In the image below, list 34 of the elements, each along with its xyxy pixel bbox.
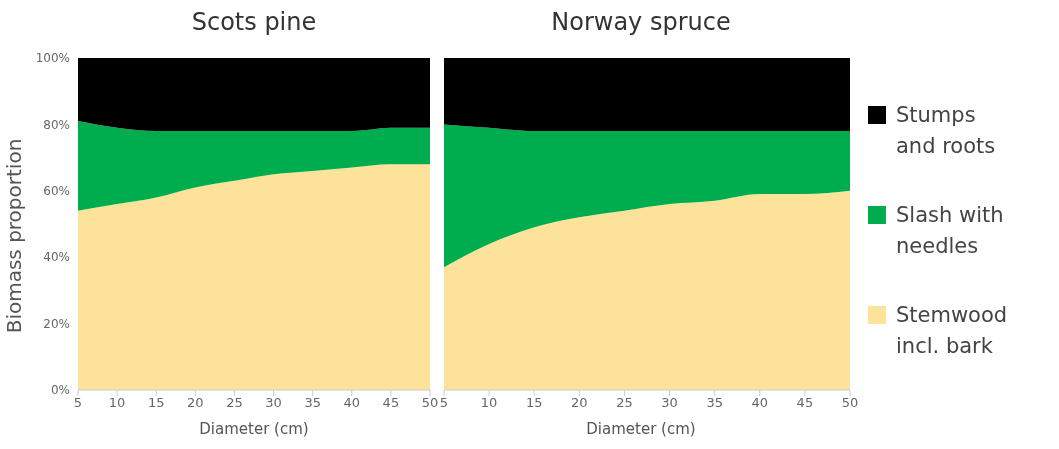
y-tick-label: 100%: [35, 51, 70, 66]
y-tick-label: 40%: [43, 250, 70, 265]
x-tick-label: 50: [421, 395, 439, 411]
legend-label: Stumps and roots: [896, 102, 997, 160]
x-tick-label: 45: [382, 395, 400, 411]
x-tick-label: 5: [73, 395, 83, 411]
y-tick-label: 80%: [43, 117, 70, 132]
x-tick-label: 20: [187, 395, 204, 411]
x-tick-label: 30: [265, 395, 282, 411]
chart-title: Norway spruce: [550, 8, 732, 36]
x-tick-label: 15: [147, 395, 165, 411]
x-tick-label: 40: [751, 395, 769, 411]
legend-label: Stemwood incl. bark: [896, 302, 1009, 360]
x-tick-label: 10: [480, 395, 498, 411]
x-tick-label: 10: [108, 395, 126, 411]
x-tick-label: 20: [571, 395, 588, 411]
x-tick-label: 40: [343, 395, 361, 411]
x-tick-label: 15: [525, 395, 543, 411]
x-tick-label: 50: [841, 395, 859, 411]
x-tick-label: 25: [226, 395, 243, 411]
y-tick-label: 60%: [43, 184, 70, 199]
x-tick-label: 5: [439, 395, 449, 411]
y-tick-label: 0%: [50, 383, 70, 398]
chart-title: Scots pine: [190, 8, 318, 36]
legend-label: Slash with needles: [896, 202, 1005, 260]
x-tick-label: 35: [304, 395, 321, 411]
y-axis-title: Biomass proportion: [2, 138, 27, 334]
x-tick-label: 30: [661, 395, 678, 411]
x-axis-title: Diameter (cm): [198, 420, 310, 438]
x-tick-label: 25: [616, 395, 633, 411]
x-tick-label: 35: [706, 395, 723, 411]
x-tick-label: 45: [796, 395, 814, 411]
x-axis-title: Diameter (cm): [585, 420, 697, 438]
y-tick-label: 20%: [43, 316, 70, 331]
